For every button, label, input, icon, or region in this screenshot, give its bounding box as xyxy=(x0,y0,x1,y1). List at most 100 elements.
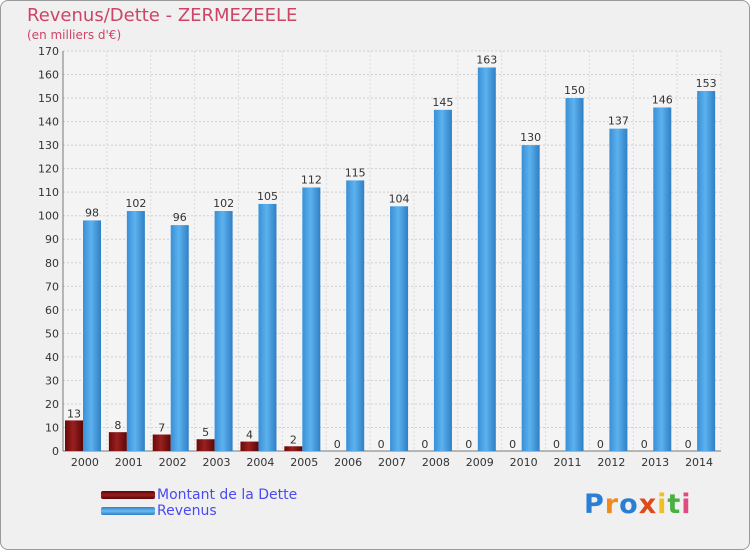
bar-revenue-2008 xyxy=(433,109,452,451)
y-tick-label: 30 xyxy=(45,374,59,387)
logo-letter: r xyxy=(604,489,620,520)
x-tick-label: 2004 xyxy=(246,456,274,469)
data-label-debt-2014: 0 xyxy=(685,438,692,451)
bar-revenue-2000 xyxy=(83,220,101,451)
data-label-debt-2012: 0 xyxy=(597,438,604,451)
y-tick-label: 60 xyxy=(45,304,59,317)
bar-revenue-2005 xyxy=(302,187,321,451)
logo-letter: i xyxy=(681,489,692,520)
logo-letter: i xyxy=(657,489,668,520)
data-label-revenue-2008: 145 xyxy=(432,96,453,109)
data-label-revenue-2005: 112 xyxy=(301,173,322,186)
x-tick-label: 2014 xyxy=(685,456,713,469)
data-label-debt-2000: 13 xyxy=(67,407,81,420)
data-label-debt-2003: 5 xyxy=(202,426,209,439)
bar-revenue-2014 xyxy=(697,91,716,451)
y-tick-label: 140 xyxy=(38,116,59,129)
bar-revenue-2001 xyxy=(126,211,145,451)
legend-swatch-revenue xyxy=(101,507,155,515)
data-label-debt-2002: 7 xyxy=(158,422,165,435)
data-label-revenue-2012: 137 xyxy=(608,115,629,128)
y-tick-label: 120 xyxy=(38,163,59,176)
x-tick-label: 2013 xyxy=(641,456,669,469)
bar-debt-2001 xyxy=(108,432,127,451)
data-label-revenue-2009: 163 xyxy=(476,53,497,66)
x-tick-label: 2009 xyxy=(466,456,494,469)
x-tick-label: 2001 xyxy=(115,456,143,469)
legend-label-debt: Montant de la Dette xyxy=(157,487,298,503)
data-label-debt-2006: 0 xyxy=(334,438,341,451)
bar-revenue-2012 xyxy=(609,128,628,451)
data-label-revenue-2000: 98 xyxy=(85,206,99,219)
data-label-revenue-2004: 105 xyxy=(257,190,278,203)
data-label-revenue-2007: 104 xyxy=(389,192,410,205)
chart-subtitle: (en milliers d'€) xyxy=(27,28,122,42)
y-tick-label: 90 xyxy=(45,233,59,246)
data-label-debt-2001: 8 xyxy=(114,419,121,432)
x-tick-label: 2012 xyxy=(597,456,625,469)
x-tick-label: 2007 xyxy=(378,456,406,469)
x-tick-label: 2006 xyxy=(334,456,362,469)
bar-debt-2002 xyxy=(152,434,171,451)
data-label-revenue-2013: 146 xyxy=(652,93,673,106)
logo-letter: o xyxy=(619,489,639,520)
data-label-debt-2004: 4 xyxy=(246,429,253,442)
y-tick-label: 0 xyxy=(52,445,59,458)
data-label-revenue-2010: 130 xyxy=(520,131,541,144)
data-label-revenue-2002: 96 xyxy=(173,211,187,224)
data-label-debt-2009: 0 xyxy=(465,438,472,451)
bar-debt-2005 xyxy=(284,446,303,451)
x-tick-label: 2002 xyxy=(159,456,187,469)
data-label-debt-2011: 0 xyxy=(553,438,560,451)
data-label-revenue-2001: 102 xyxy=(125,197,146,210)
x-tick-label: 2008 xyxy=(422,456,450,469)
logo-letter: P xyxy=(584,489,605,520)
bar-revenue-2006 xyxy=(346,180,365,452)
bar-revenue-2009 xyxy=(477,67,496,452)
x-tick-label: 2003 xyxy=(203,456,231,469)
logo-letter: x xyxy=(638,489,658,520)
bar-revenue-2002 xyxy=(170,225,189,451)
chart-title: Revenus/Dette - ZERMEZEELE xyxy=(27,5,298,26)
labels-layer: 0102030405060708090100110120130140150160… xyxy=(38,45,717,469)
bar-revenue-2003 xyxy=(214,211,233,451)
bars-layer xyxy=(65,67,716,452)
x-tick-label: 2000 xyxy=(71,456,99,469)
bar-debt-2004 xyxy=(240,441,259,451)
bar-revenue-2004 xyxy=(258,203,277,451)
data-label-debt-2010: 0 xyxy=(509,438,516,451)
y-tick-label: 150 xyxy=(38,92,59,105)
bar-revenue-2011 xyxy=(565,98,584,451)
data-label-revenue-2014: 153 xyxy=(696,77,717,90)
legend-label-revenue: Revenus xyxy=(157,503,217,519)
proxiti-logo: Proxiti xyxy=(584,489,692,520)
y-tick-label: 40 xyxy=(45,351,59,364)
y-tick-label: 50 xyxy=(45,327,59,340)
bar-revenue-2013 xyxy=(653,107,672,452)
data-label-debt-2005: 2 xyxy=(290,433,297,446)
y-tick-label: 130 xyxy=(38,139,59,152)
y-tick-label: 70 xyxy=(45,280,59,293)
y-tick-label: 170 xyxy=(38,45,59,58)
bar-debt-2003 xyxy=(196,439,215,451)
y-tick-label: 100 xyxy=(38,210,59,223)
logo-letter: t xyxy=(667,489,682,520)
data-label-debt-2013: 0 xyxy=(641,438,648,451)
data-label-revenue-2003: 102 xyxy=(213,197,234,210)
y-tick-label: 160 xyxy=(38,69,59,82)
x-tick-label: 2005 xyxy=(290,456,318,469)
data-label-debt-2007: 0 xyxy=(378,438,385,451)
legend-swatch-debt xyxy=(101,491,155,499)
y-tick-label: 80 xyxy=(45,257,59,270)
data-label-revenue-2006: 115 xyxy=(345,166,366,179)
y-tick-label: 20 xyxy=(45,398,59,411)
bar-revenue-2010 xyxy=(521,145,540,451)
bar-revenue-2007 xyxy=(390,206,409,451)
y-tick-label: 110 xyxy=(38,186,59,199)
bar-debt-2000 xyxy=(65,420,83,451)
y-tick-label: 10 xyxy=(45,421,59,434)
x-tick-label: 2011 xyxy=(553,456,581,469)
data-label-debt-2008: 0 xyxy=(421,438,428,451)
